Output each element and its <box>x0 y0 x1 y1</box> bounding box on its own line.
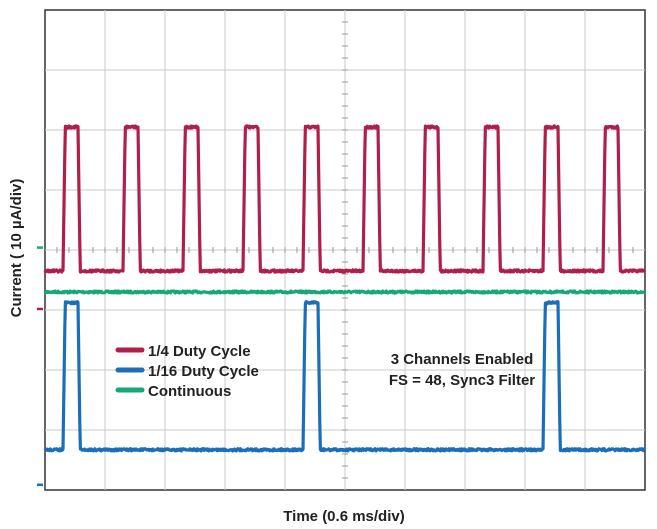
traces <box>43 124 647 453</box>
x-axis-label: Time (0.6 ms/div) <box>283 508 404 525</box>
channel-markers <box>37 246 43 487</box>
legend-label-continuous: Continuous <box>148 383 231 400</box>
trace-continuous <box>43 289 646 295</box>
legend-label-quarter-duty: 1/4 Duty Cycle <box>148 343 251 360</box>
y-axis-label: Current ( 10 µA/div) <box>8 179 25 318</box>
annotation-block: 3 Channels Enabled FS = 48, Sync3 Filter <box>389 351 535 389</box>
grid <box>44 9 646 491</box>
legend-label-sixteenth-duty: 1/16 Duty Cycle <box>148 363 259 380</box>
trace-quarter-duty <box>43 124 646 274</box>
trace-sixteenth-duty <box>43 300 647 453</box>
annotation-filter: FS = 48, Sync3 Filter <box>389 372 535 389</box>
legend: 1/4 Duty Cycle 1/16 Duty Cycle Continuou… <box>115 343 259 400</box>
annotation-channels: 3 Channels Enabled <box>391 351 534 368</box>
